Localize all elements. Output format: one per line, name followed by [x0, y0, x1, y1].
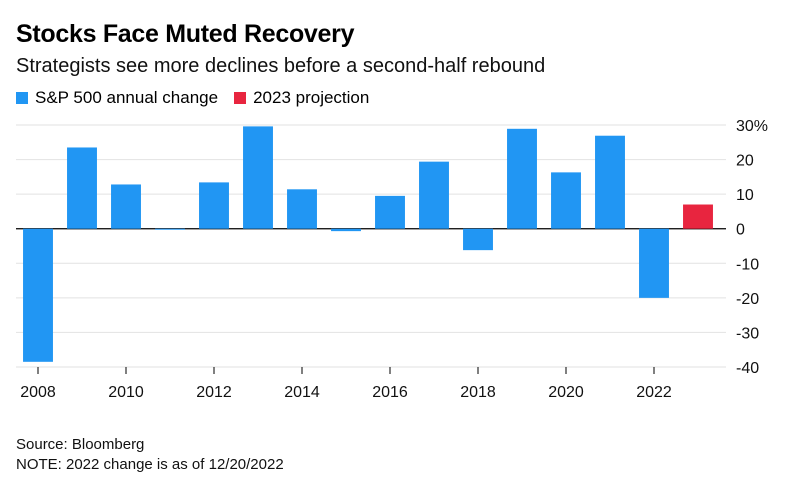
bar — [155, 228, 185, 230]
bar — [67, 147, 97, 229]
x-tick-label: 2022 — [636, 384, 672, 401]
y-tick-label: 10 — [736, 187, 754, 204]
x-tick-label: 2020 — [548, 384, 584, 401]
bar — [199, 182, 229, 229]
bar — [463, 228, 493, 251]
x-tick-label: 2016 — [372, 384, 408, 401]
y-tick-label: -30 — [736, 325, 759, 342]
bar — [287, 189, 317, 229]
y-tick-label: 0 — [736, 222, 745, 239]
bar — [23, 228, 53, 362]
legend-item-sp500: S&P 500 annual change — [16, 88, 218, 108]
y-tick-label: 20 — [736, 153, 754, 170]
y-tick-label: 30% — [736, 118, 768, 135]
footer-source: Source: Bloomberg — [16, 436, 145, 453]
x-tick-label: 2010 — [108, 384, 144, 401]
x-tick-label: 2018 — [460, 384, 496, 401]
bar — [243, 126, 273, 229]
bar — [683, 204, 713, 229]
y-tick-label: -20 — [736, 291, 759, 308]
bar — [507, 128, 537, 229]
legend-label-projection: 2023 projection — [253, 88, 370, 107]
bar — [595, 135, 625, 229]
legend-swatch-sp500 — [16, 92, 28, 104]
legend-item-projection: 2023 projection — [234, 88, 369, 108]
y-tick-label: -40 — [736, 360, 759, 377]
y-tick-label: -10 — [736, 256, 759, 273]
legend-swatch-projection — [234, 92, 247, 104]
legend-label-sp500: S&P 500 annual change — [35, 88, 219, 107]
chart-title: Stocks Face Muted Recovery — [16, 20, 355, 48]
bar — [111, 184, 141, 229]
x-tick-label: 2012 — [196, 384, 232, 401]
x-tick-label: 2008 — [20, 384, 56, 401]
bar — [375, 195, 405, 229]
bar — [419, 161, 449, 229]
bar — [639, 228, 669, 298]
x-tick-label: 2014 — [284, 384, 320, 401]
chart-subtitle: Strategists see more declines before a s… — [16, 55, 546, 77]
bar — [331, 228, 361, 232]
bar — [551, 172, 581, 229]
legend: S&P 500 annual change 2023 projection — [16, 88, 385, 108]
footer-note: NOTE: 2022 change is as of 12/20/2022 — [16, 456, 284, 473]
